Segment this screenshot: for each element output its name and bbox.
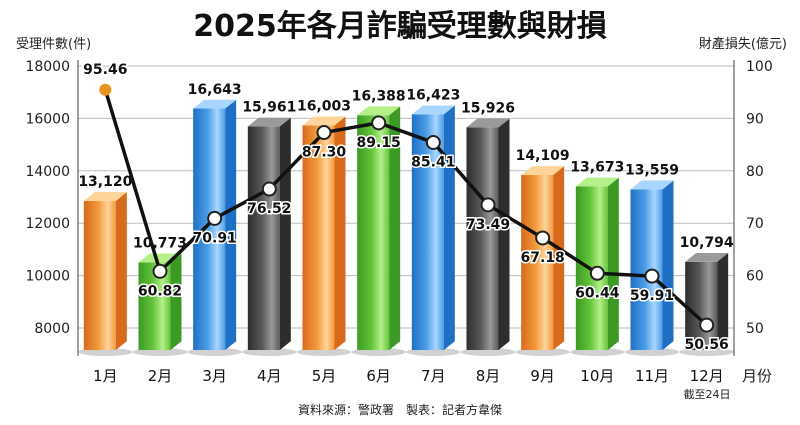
y2-tick-label: 50 [746,321,764,337]
bar [624,180,680,356]
line-value-label: 85.41 [411,154,455,170]
y2-tick-label: 100 [746,59,773,75]
bar [296,116,352,356]
x-tick-label: 9月 [530,367,555,385]
y2-tick-label: 70 [746,216,764,232]
bar-value-label: 13,673 [570,160,624,176]
y2-tick-label: 60 [746,269,764,285]
bar [242,117,297,356]
bar [515,166,570,356]
line-point [699,317,715,333]
y2-tick-label: 90 [746,111,764,127]
line-value-label: 95.46 [83,62,127,78]
line-point [371,115,387,131]
bar [132,253,188,356]
x-tick-label: 4月 [257,367,282,385]
bar-value-label: 10,773 [133,236,187,252]
bar-value-label: 16,003 [297,99,351,115]
axes: 8000 50 10000 60 12000 70 14000 80 16000 90 18000 1… [25,59,772,385]
bar-value-label: 14,109 [516,148,570,164]
bar [460,118,516,356]
bar [406,105,461,356]
line-value-label: 87.30 [302,145,347,161]
bar [351,106,406,356]
line-point [207,210,223,226]
y-tick-label: 8000 [34,321,70,337]
x-tick-label: 1月 [93,367,118,385]
y2-tick-label: 80 [746,164,764,180]
line-point [316,125,332,141]
bar-value-label: 16,388 [352,88,406,104]
bar-value-label: 13,120 [78,174,132,190]
bar [679,252,734,356]
line-value-label: 67.18 [521,250,565,266]
line-point [644,268,660,284]
bar-value-label: 16,423 [406,88,460,104]
line-value-label: 59.91 [630,288,674,304]
x-tick-label: 6月 [366,367,391,385]
x-axis-label: 月份 [742,367,772,385]
x-tick-label: 11月 [635,367,669,385]
line-point [152,263,168,279]
line-value-label: 60.44 [575,285,620,301]
bar-value-label: 15,961 [242,100,296,116]
line-point [480,197,496,213]
line-value-label: 60.82 [138,283,182,299]
y-tick-label: 14000 [25,164,70,180]
line-value-label: 50.56 [685,337,729,353]
line-point [535,230,551,246]
x-tick-label: 12月 [690,367,724,385]
grid-lines [78,65,734,329]
line-point [425,134,441,150]
x-tick-label: 3月 [202,367,227,385]
x-tick-label: 7月 [421,367,446,385]
x-tick-label: 8月 [476,367,501,385]
y2-axis-label: 財產損失(億元) [699,36,787,52]
y-tick-label: 10000 [25,269,70,285]
x-tick-label: 5月 [312,367,337,385]
loss-line-path [103,89,708,327]
source-note: 資料來源：警政署 製表：記者方韋傑 [298,402,502,417]
y-tick-label: 18000 [25,59,70,75]
x-tick-label: 10月 [580,367,614,385]
line-value-label: 73.49 [466,217,510,233]
last-month-note: 截至24日 [684,387,731,401]
x-tick-label: 2月 [148,367,173,385]
bar-value-label: 15,926 [461,101,515,117]
y-tick-label: 12000 [25,216,70,232]
line-value-label: 89.15 [357,135,401,151]
y-axis-label: 受理件數(件) [16,37,91,52]
bars [78,99,734,356]
line-point [261,181,277,197]
line-value-label: 70.91 [193,230,237,246]
chart-title: 2025年各月詐騙受理數與財損 [193,9,607,44]
bar-value-label: 13,559 [625,163,679,179]
bar-value-label: 16,643 [188,82,242,98]
loss-line [99,83,715,333]
line-point [99,83,112,96]
bar [187,99,242,356]
line-value-label: 76.52 [247,201,291,217]
y-tick-label: 16000 [25,111,70,127]
bar-value-label: 10,794 [680,235,734,251]
bar [78,192,133,356]
line-point [589,265,605,281]
